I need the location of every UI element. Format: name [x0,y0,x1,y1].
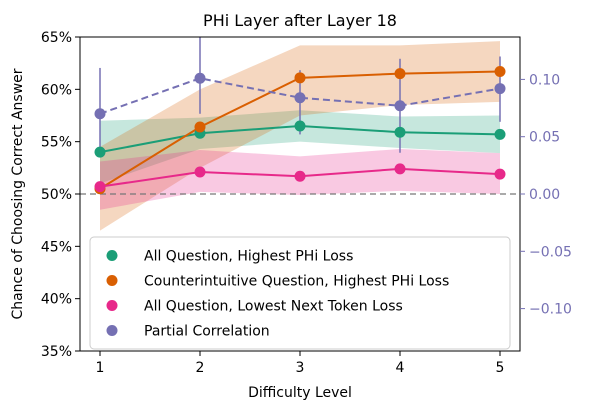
y-tick-label-right: −0.10 [529,302,572,318]
chart-title: PHi Layer after Layer 18 [203,11,397,30]
y-axis-left: 35% 40% 45% 50% 55% 60% 65% [41,30,80,360]
legend-label: Counterintuitive Question, Highest PHi L… [144,274,449,290]
point-series-2 [94,181,106,193]
x-tick-label: 5 [496,360,505,376]
legend-marker [106,250,118,261]
point-series-1 [294,72,306,84]
point-series-1 [194,121,206,133]
point-series-2 [394,163,406,175]
x-tick-label: 2 [196,360,205,376]
y-tick-label-left: 40% [41,292,72,308]
y-tick-label-right: 0.00 [529,187,560,203]
point-series-3 [394,100,406,112]
point-series-0 [394,126,406,138]
point-series-3 [194,72,206,84]
y-tick-label-left: 45% [41,239,72,255]
y-tick-label-left: 60% [41,82,72,98]
y-tick-label-right: −0.05 [529,244,572,260]
point-series-1 [394,68,406,80]
point-series-3 [94,108,106,120]
point-series-3 [294,92,306,104]
point-series-2 [294,170,306,182]
point-series-0 [94,146,106,158]
y-tick-label-right: 0.10 [529,72,560,88]
point-series-0 [494,128,506,140]
line-series-3 [99,77,501,115]
legend: All Question, Highest PHi Loss Counterint… [89,236,511,350]
point-series-3 [494,83,506,95]
y-tick-label-left: 35% [41,344,72,360]
legend-label: All Question, Highest PHi Loss [144,249,353,265]
y-tick-label-right: 0.05 [529,130,560,146]
legend-box [89,236,511,350]
point-series-2 [494,168,506,180]
point-series-0 [294,120,306,132]
x-tick-label: 4 [396,360,405,376]
legend-label: Partial Correlation [144,324,270,340]
legend-marker [106,275,118,286]
y-axis-right: −0.10 −0.05 0.00 0.05 0.10 [520,72,572,318]
x-tick-label: 1 [96,360,105,376]
confidence-bands [100,41,500,231]
legend-marker [106,300,118,311]
legend-marker [106,325,118,336]
x-axis-label: Difficulty Level [248,385,352,401]
point-series-1 [494,66,506,78]
y-tick-label-left: 55% [41,135,72,151]
y-axis-label: Chance of Choosing Correct Answer [10,68,26,319]
x-axis: 1 2 3 4 5 [96,351,505,376]
y-tick-label-left: 50% [41,187,72,203]
series-points [94,66,506,195]
point-series-2 [194,166,206,178]
x-tick-label: 3 [296,360,305,376]
y-tick-label-left: 65% [41,30,72,46]
legend-label: All Question, Lowest Next Token Loss [144,299,403,315]
